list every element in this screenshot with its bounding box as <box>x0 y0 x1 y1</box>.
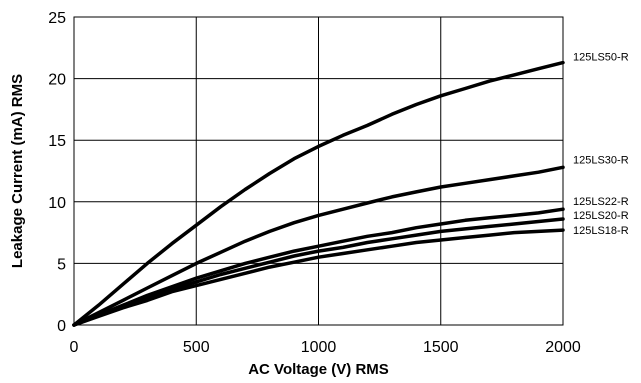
series-line <box>72 217 565 327</box>
y-tick-label: 10 <box>48 195 66 212</box>
y-tick-labels: 0 5 10 15 20 25 <box>48 10 66 335</box>
x-tick-label: 500 <box>183 339 210 356</box>
y-tick-label: 0 <box>57 318 66 335</box>
y-tick-label: 20 <box>48 72 66 89</box>
series-line <box>72 165 565 327</box>
series-line <box>72 60 565 327</box>
series-labels: 125LS50-R 125LS30-R 125LS22-R 125LS20-R 125L… <box>573 52 629 238</box>
x-tick-label: 1000 <box>301 339 337 356</box>
y-tick-label: 25 <box>48 10 66 27</box>
x-tick-label: 2000 <box>545 339 581 356</box>
series-line <box>72 228 565 327</box>
series-line <box>72 207 565 327</box>
plot-frame <box>73 16 564 326</box>
series-label: 125LS18-R <box>573 225 629 237</box>
y-tick-label: 5 <box>57 256 66 273</box>
x-tick-labels: 0 500 1000 1500 2000 <box>70 339 581 356</box>
series-label: 125LS22-R <box>573 196 629 208</box>
x-tick-label: 1500 <box>423 339 459 356</box>
y-tick-label: 15 <box>48 133 66 150</box>
series-label: 125LS50-R <box>573 52 629 64</box>
x-axis-title: AC Voltage (V) RMS <box>248 361 389 378</box>
series-lines <box>72 60 565 327</box>
series-label: 125LS30-R <box>573 154 629 166</box>
series-label: 125LS20-R <box>573 210 629 222</box>
y-axis-title: Leakage Current (mA) RMS <box>9 74 26 268</box>
x-tick-label: 0 <box>70 339 79 356</box>
